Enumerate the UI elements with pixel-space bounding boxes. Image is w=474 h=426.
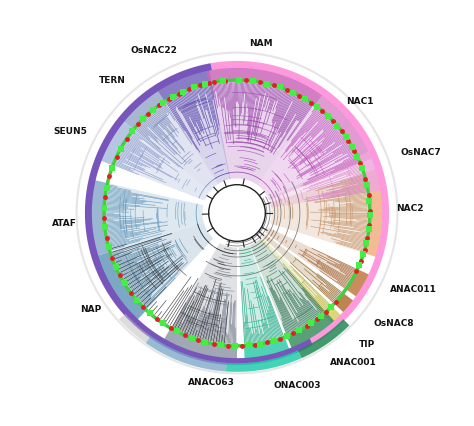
Polygon shape (364, 169, 384, 257)
Polygon shape (165, 83, 230, 184)
Polygon shape (134, 102, 218, 191)
Polygon shape (270, 173, 369, 253)
Text: NAP: NAP (80, 305, 101, 314)
Polygon shape (171, 243, 237, 345)
Polygon shape (315, 94, 374, 163)
Polygon shape (262, 234, 343, 303)
Polygon shape (123, 90, 164, 130)
Text: ANAC063: ANAC063 (189, 378, 235, 387)
Polygon shape (105, 183, 204, 252)
Text: OsNAC7: OsNAC7 (401, 148, 441, 157)
Text: TIP: TIP (359, 340, 375, 348)
Polygon shape (210, 81, 315, 185)
Polygon shape (346, 269, 370, 297)
Polygon shape (357, 151, 382, 192)
Polygon shape (96, 252, 146, 320)
Polygon shape (287, 312, 336, 349)
Text: ANAC001: ANAC001 (330, 358, 377, 367)
Text: OsNAC8: OsNAC8 (374, 320, 414, 328)
Text: NAC2: NAC2 (396, 204, 424, 213)
Polygon shape (323, 306, 342, 325)
Text: ANAC011: ANAC011 (390, 285, 437, 294)
Polygon shape (90, 180, 110, 256)
Polygon shape (244, 337, 290, 360)
Polygon shape (265, 227, 357, 289)
Polygon shape (250, 239, 325, 336)
Text: SEUN5: SEUN5 (53, 127, 87, 135)
Text: TERN: TERN (99, 76, 126, 85)
Polygon shape (146, 336, 227, 371)
Text: OsNAC22: OsNAC22 (131, 46, 178, 55)
Polygon shape (239, 245, 284, 345)
Polygon shape (207, 66, 323, 106)
Text: NAM: NAM (249, 39, 273, 48)
Polygon shape (259, 237, 331, 314)
Polygon shape (226, 350, 301, 372)
Polygon shape (114, 130, 210, 201)
Text: ATAF: ATAF (52, 219, 77, 228)
Text: NAC1: NAC1 (346, 98, 374, 106)
Polygon shape (164, 328, 237, 360)
Polygon shape (257, 106, 359, 200)
Polygon shape (119, 314, 227, 371)
Text: ONAC003: ONAC003 (273, 381, 321, 390)
Polygon shape (334, 293, 355, 313)
Polygon shape (298, 319, 349, 358)
Polygon shape (268, 157, 367, 207)
Polygon shape (157, 69, 212, 101)
Polygon shape (100, 121, 134, 165)
Polygon shape (110, 223, 213, 310)
